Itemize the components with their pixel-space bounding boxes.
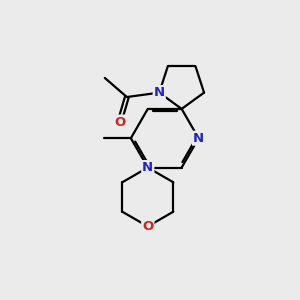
Text: O: O [114,116,125,129]
Text: O: O [142,220,153,233]
Text: N: N [142,161,153,174]
Text: N: N [193,132,204,145]
Text: N: N [154,86,165,99]
